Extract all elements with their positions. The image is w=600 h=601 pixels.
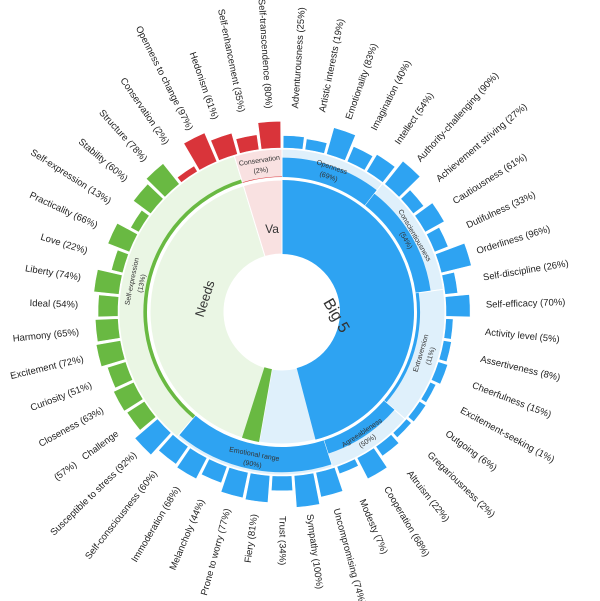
trait-bar-8 (425, 226, 449, 253)
trait-bar-27 (176, 447, 208, 480)
trait-bar-13 (438, 340, 452, 363)
trait-label-8: Dutifulness (33%) (465, 190, 538, 232)
trait-bar-42 (176, 165, 198, 184)
trait-label-30: Challenge (80, 429, 121, 463)
trait-label-9: Orderliness (96%) (475, 224, 551, 257)
trait-bar-31 (113, 381, 144, 412)
trait-bar-29 (134, 418, 172, 456)
root-arc-1 (149, 185, 273, 443)
category-arc-fill-4 (179, 415, 332, 473)
trait-bar-15 (420, 381, 437, 404)
trait-bar-20 (336, 458, 359, 475)
trait-label-21: Uncompromising (74%) (331, 507, 368, 601)
trait-label-46: Self-transcendence (80%) (256, 0, 274, 109)
trait-bar-36 (93, 269, 123, 295)
root-arc-fill-1 (241, 367, 272, 442)
trait-label-13: Assertiveness (8%) (479, 354, 561, 384)
trait-label-33: Excitement (72%) (9, 354, 84, 382)
trait-bar-43 (183, 132, 218, 171)
extra-label-0: (57%) (52, 459, 79, 483)
category-arc-fill-0 (282, 157, 378, 206)
trait-bar-17 (392, 418, 412, 439)
trait-label-29: Susceptible to stress (92%) (48, 450, 139, 538)
trait-bar-40 (132, 183, 164, 215)
category-value: (13%) (137, 274, 148, 294)
trait-label-11: Self-efficacy (70%) (486, 297, 566, 311)
category-value: (2%) (253, 167, 269, 176)
trait-bar-19 (356, 447, 388, 480)
trait-bar-9 (435, 242, 472, 274)
trait-label-22: Sympathy (100%) (304, 513, 325, 589)
trait-label-4: Intellect (54%) (393, 91, 436, 147)
trait-bar-22 (293, 472, 321, 508)
category-value: (11%) (425, 346, 437, 365)
trait-bar-37 (110, 249, 129, 274)
trait-bar-11 (444, 294, 471, 318)
trait-bar-32 (106, 361, 134, 389)
trait-bar-41 (145, 163, 180, 198)
trait-bar-16 (407, 400, 427, 423)
trait-bar-44 (210, 132, 238, 161)
trait-bar-12 (443, 318, 454, 340)
trait-bar-3 (346, 146, 374, 171)
trait-bar-45 (235, 134, 260, 154)
trait-label-23: Trust (34%) (276, 516, 287, 565)
trait-bar-24 (244, 472, 271, 503)
root-arc-2 (242, 179, 283, 258)
trait-bar-30 (126, 400, 157, 431)
trait-bar-2 (326, 127, 356, 161)
trait-bar-5 (384, 160, 421, 198)
trait-bar-7 (414, 202, 445, 233)
trait-label-45: Self-enhancement (35%) (215, 8, 247, 113)
trait-bar-38 (107, 222, 139, 253)
trait-bar-6 (400, 189, 425, 215)
trait-bar-4 (366, 153, 396, 184)
trait-label-26: Melancholy (44%) (168, 498, 208, 572)
trait-label-25: Prone to worry (77%) (199, 507, 233, 596)
root-arc-fill-0 (282, 179, 415, 440)
category-arc-fill-3 (323, 400, 395, 454)
trait-label-2: Emotionality (83%) (344, 42, 381, 121)
trait-label-5: Authority-challenging (90%) (415, 70, 501, 164)
trait-label-44: Hedonism (61%) (187, 51, 221, 121)
trait-label-10: Self-discipline (26%) (482, 258, 569, 283)
trait-bar-21 (315, 466, 344, 498)
trait-bar-39 (130, 209, 150, 233)
trait-bar-0 (282, 135, 305, 150)
root-label-2: Va (265, 222, 279, 236)
trait-label-6: Achievement striving (27%) (434, 101, 529, 184)
category-arc-fill-5 (143, 179, 243, 419)
trait-label-0: Adventurousness (25%) (290, 7, 308, 109)
trait-label-14: Cheerfulness (15%) (470, 380, 552, 420)
trait-label-18: Altruism (22%) (404, 469, 451, 525)
trait-bar-23 (270, 475, 294, 492)
category-arc-fill-2 (383, 292, 421, 403)
trait-label-36: Liberty (74%) (24, 263, 82, 283)
trait-bar-35 (97, 294, 120, 318)
trait-label-38: Practicality (66%) (28, 190, 100, 231)
trait-bar-10 (441, 271, 459, 295)
category-value: (90%) (242, 459, 262, 469)
trait-label-24: Fiery (81%) (243, 513, 260, 563)
trait-label-12: Activity level (5%) (484, 327, 560, 345)
trait-bar-28 (158, 433, 189, 465)
trait-label-20: Modesty (7%) (357, 498, 390, 556)
trait-bar-14 (430, 361, 449, 385)
trait-label-34: Harmony (65%) (12, 327, 79, 345)
trait-bar-46 (257, 120, 282, 150)
trait-bar-18 (375, 433, 400, 457)
trait-label-35: Ideal (54%) (29, 298, 78, 311)
category-arc-fill-1 (365, 193, 431, 294)
trait-label-37: Love (22%) (39, 232, 89, 257)
trait-label-40: Stability (60%) (76, 137, 130, 185)
trait-bar-1 (304, 138, 328, 154)
trait-bar-33 (95, 340, 126, 368)
trait-label-1: Artistic interests (19%) (317, 18, 347, 113)
trait-bar-25 (220, 466, 249, 499)
trait-bar-34 (94, 318, 121, 343)
trait-bar-26 (200, 458, 228, 484)
trait-label-32: Curiosity (51%) (29, 380, 94, 414)
